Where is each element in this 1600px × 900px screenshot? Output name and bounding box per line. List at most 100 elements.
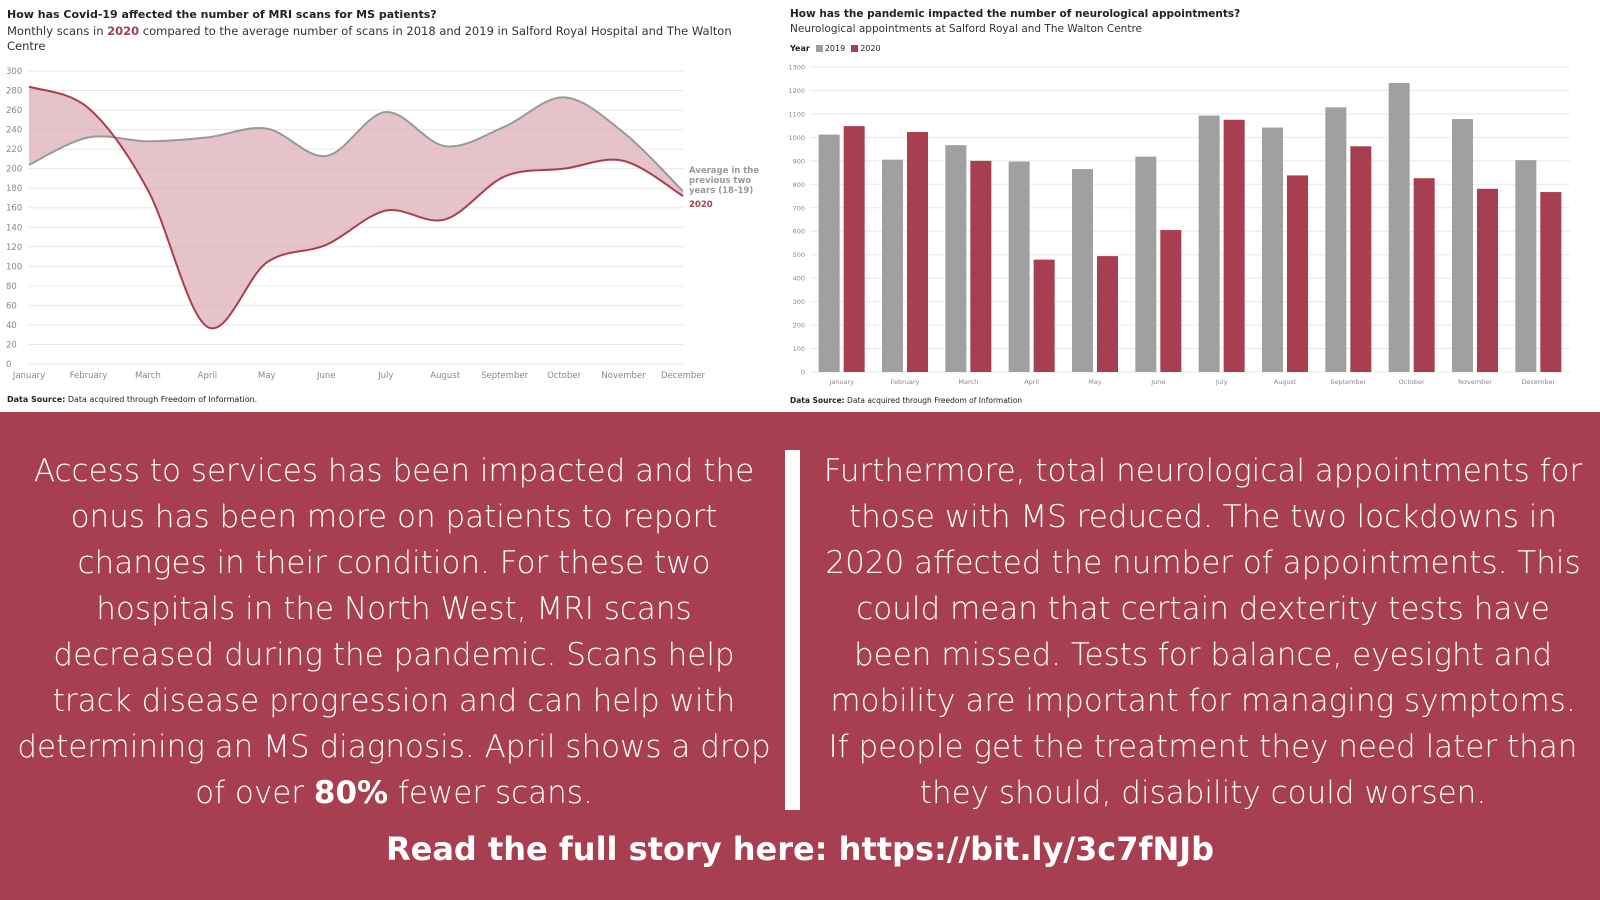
bar-2019-march	[945, 145, 967, 372]
x-tick-label: July	[1215, 378, 1228, 386]
bar-2019-february	[882, 159, 903, 372]
y-tick-label: 1100	[788, 110, 805, 118]
x-tick-label: June	[316, 371, 336, 381]
y-tick-label: 80	[6, 282, 17, 292]
mri-chart: 0 20 40 60 80 100 120 140 160 180 200 220 240 260 280 3…	[6, 67, 759, 381]
x-tick-label: December	[1521, 378, 1555, 386]
y-tick-label: 400	[793, 275, 805, 283]
bar-2019-july	[1198, 115, 1220, 373]
bar-2020-march	[970, 160, 992, 372]
appointments-summary-paragraph: Furthermore, total neurological appointm…	[823, 453, 1583, 811]
mri-summary-paragraph: Access to services has been impacted and…	[14, 448, 774, 816]
bar-2019-april	[1008, 161, 1030, 372]
bar-2019-december	[1515, 160, 1537, 372]
appt-source-text: Data acquired through Freedom of Informa…	[844, 396, 1023, 405]
mri-subtitle-pre: Monthly scans in	[7, 24, 108, 38]
appointments-chart-title: How has the pandemic impacted the number…	[790, 8, 1241, 20]
x-tick-label: January	[12, 371, 45, 381]
series-label-average: years (18-19)	[689, 186, 753, 196]
y-tick-label: 280	[6, 87, 22, 97]
y-tick-label: 700	[793, 204, 805, 212]
appt-source-label: Data Source:	[790, 396, 845, 405]
mri-source-text: Data acquired through Freedom of Informa…	[65, 395, 258, 404]
x-tick-label: March	[958, 378, 978, 386]
bar-2020-may	[1097, 256, 1118, 372]
y-tick-label: 1200	[788, 87, 805, 95]
y-tick-label: 180	[6, 184, 22, 194]
y-tick-label: 600	[793, 228, 805, 236]
bar-2019-june	[1135, 156, 1157, 372]
y-tick-label: 300	[793, 298, 805, 306]
x-tick-label: January	[828, 378, 854, 386]
x-tick-label: September	[1330, 378, 1366, 386]
bar-2020-january	[843, 126, 865, 372]
bar-2019-november	[1452, 119, 1473, 372]
x-tick-label: August	[1274, 378, 1297, 386]
bar-2020-february	[907, 131, 928, 372]
bar-2020-december	[1540, 192, 1562, 372]
y-tick-label: 200	[6, 165, 22, 175]
bar-2020-june	[1160, 230, 1182, 372]
mri-subtitle-highlight: 2020	[107, 24, 140, 38]
y-tick-label: 1300	[788, 64, 805, 72]
mri-subtitle-post: compared to the average number of scans …	[7, 24, 732, 53]
x-tick-label: October	[547, 371, 582, 381]
x-tick-label: April	[198, 371, 217, 381]
y-tick-label: 800	[793, 181, 805, 189]
bar-2020-september	[1350, 146, 1372, 372]
mri-summary-highlight: 80%	[313, 775, 389, 811]
x-tick-label: July	[377, 371, 393, 381]
appointments-legend: Year 2019 2020	[790, 44, 881, 53]
bar-2019-october	[1388, 82, 1410, 372]
x-tick-label: December	[661, 371, 706, 381]
y-tick-label: 220	[6, 145, 22, 155]
bar-2020-october	[1413, 178, 1435, 372]
x-tick-label: May	[258, 371, 276, 381]
y-tick-label: 300	[6, 67, 22, 77]
x-tick-label: October	[1399, 378, 1425, 386]
y-tick-label: 260	[6, 106, 22, 116]
mri-source-label: Data Source:	[7, 395, 66, 404]
x-tick-label: February	[70, 371, 108, 381]
bar-2020-april	[1033, 259, 1055, 372]
gap-area	[29, 86, 683, 329]
legend-swatch-2019	[815, 45, 823, 52]
mri-chart-subtitle: Monthly scans in 2020 compared to the av…	[7, 24, 747, 54]
y-tick-label: 160	[6, 204, 22, 214]
bar-2020-july	[1223, 119, 1245, 373]
y-tick-label: 100	[6, 262, 22, 272]
series-label-2020: 2020	[689, 200, 713, 210]
mri-summary-end: fewer scans.	[388, 775, 593, 811]
series-label-average: previous two	[689, 176, 751, 186]
mri-chart-title: How has Covid-19 affected the number of …	[7, 8, 437, 21]
x-tick-label: June	[1150, 378, 1165, 386]
bar-2019-august	[1262, 127, 1283, 373]
read-full-story-link[interactable]: Read the full story here: https://bit.ly…	[385, 830, 1215, 868]
x-tick-label: November	[1458, 378, 1492, 386]
mri-summary-text: Access to services has been impacted and…	[17, 453, 771, 811]
x-tick-label: March	[135, 371, 161, 381]
y-tick-label: 200	[793, 322, 805, 330]
x-tick-label: November	[601, 371, 646, 381]
bar-2019-september	[1325, 107, 1347, 372]
appointments-chart: 0 100 200 300 400 500 600 700 800 900 1000 1100 1200…	[788, 64, 1570, 386]
charts-panel: How has Covid-19 affected the number of …	[0, 0, 1600, 412]
x-tick-label: February	[891, 378, 920, 386]
y-tick-label: 40	[6, 321, 17, 331]
series-label-average: Average in the	[689, 166, 759, 176]
bar-2019-january	[818, 134, 840, 372]
legend-label-2020: 2020	[860, 44, 881, 53]
y-tick-label: 100	[793, 345, 805, 353]
x-tick-label: August	[430, 371, 460, 381]
legend-label-2019: 2019	[824, 44, 846, 53]
appointments-chart-subtitle: Neurological appointments at Salford Roy…	[790, 23, 1142, 35]
story-panel: Access to services has been impacted and…	[0, 412, 1600, 900]
divider	[785, 450, 800, 810]
legend-title: Year	[790, 44, 810, 53]
x-tick-label: May	[1088, 378, 1102, 386]
legend-swatch-2020	[851, 45, 859, 52]
y-tick-label: 140	[6, 223, 22, 233]
mri-data-source: Data Source: Data acquired through Freed…	[7, 395, 257, 404]
bar-2020-august	[1287, 175, 1308, 372]
series-line-2020	[28, 85, 684, 330]
